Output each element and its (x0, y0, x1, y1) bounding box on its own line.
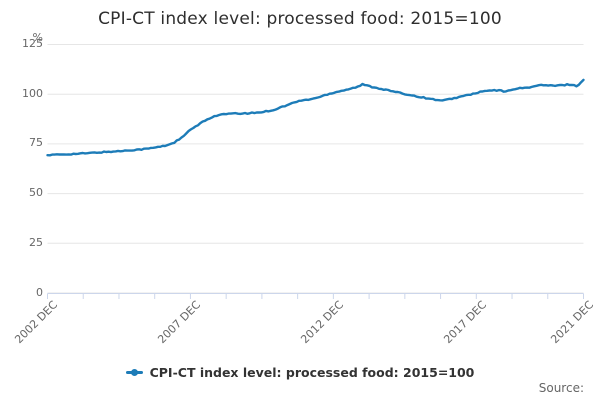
y-axis-label: 125 (22, 37, 43, 50)
y-axis-label: 75 (29, 136, 43, 150)
chart-title: CPI-CT index level: processed food: 2015… (98, 9, 502, 29)
y-axis-unit-label: % (32, 31, 43, 44)
y-axis-label: 0 (36, 285, 43, 299)
y-axis-label: 25 (29, 235, 43, 249)
y-axis-label: 100 (22, 86, 43, 100)
legend-item[interactable]: CPI-CT index level: processed food: 2015… (0, 364, 600, 380)
y-axis-label: 50 (29, 186, 43, 200)
source-label: Source: (538, 381, 584, 395)
line-series-marker-icon (125, 368, 143, 377)
legend-label: CPI-CT index level: processed food: 2015… (149, 364, 475, 380)
